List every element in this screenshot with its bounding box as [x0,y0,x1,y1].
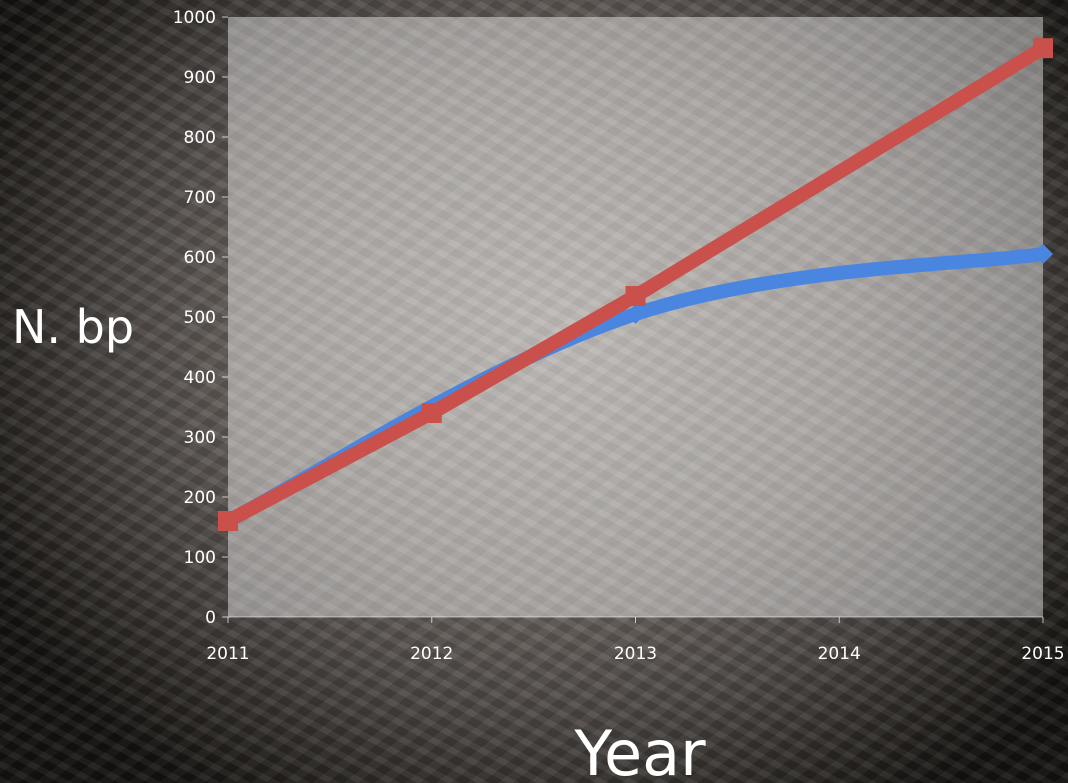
x-tick-label: 2014 [818,644,861,664]
x-tick-label: 2012 [410,644,453,664]
data-point-square [625,286,646,306]
y-tick-label: 800 [184,128,216,148]
data-point-square [218,511,238,531]
y-tick-label: 900 [184,68,216,88]
series-layer [218,38,1053,531]
x-tick-label: 2015 [1021,644,1064,664]
y-axis-title: N. bp [12,300,134,354]
series-2 [218,38,1053,531]
y-tick-label: 700 [184,188,216,208]
y-axis: 0 100 200 300 400 500 600 700 800 900 1000 [173,8,228,628]
y-tick-label: 500 [184,308,216,328]
x-axis-title: Year [573,717,706,783]
y-tick-label: 600 [184,248,216,268]
data-point-square [421,403,442,423]
data-point-diamond [625,304,646,324]
data-point-diamond [1033,244,1053,264]
y-tick-label: 200 [184,488,216,508]
series-2-line [224,42,1047,528]
y-tick-label: 400 [184,368,216,388]
y-tick-label: 100 [184,548,216,568]
y-tick-label: 300 [184,428,216,448]
y-tick-label: 0 [205,608,216,628]
y-tick-label: 1000 [173,8,216,28]
x-tick-label: 2013 [614,644,657,664]
x-axis: 2011 2012 2013 2014 2015 [206,617,1065,664]
x-tick-label: 2011 [206,644,249,664]
data-point-square [1033,38,1053,59]
